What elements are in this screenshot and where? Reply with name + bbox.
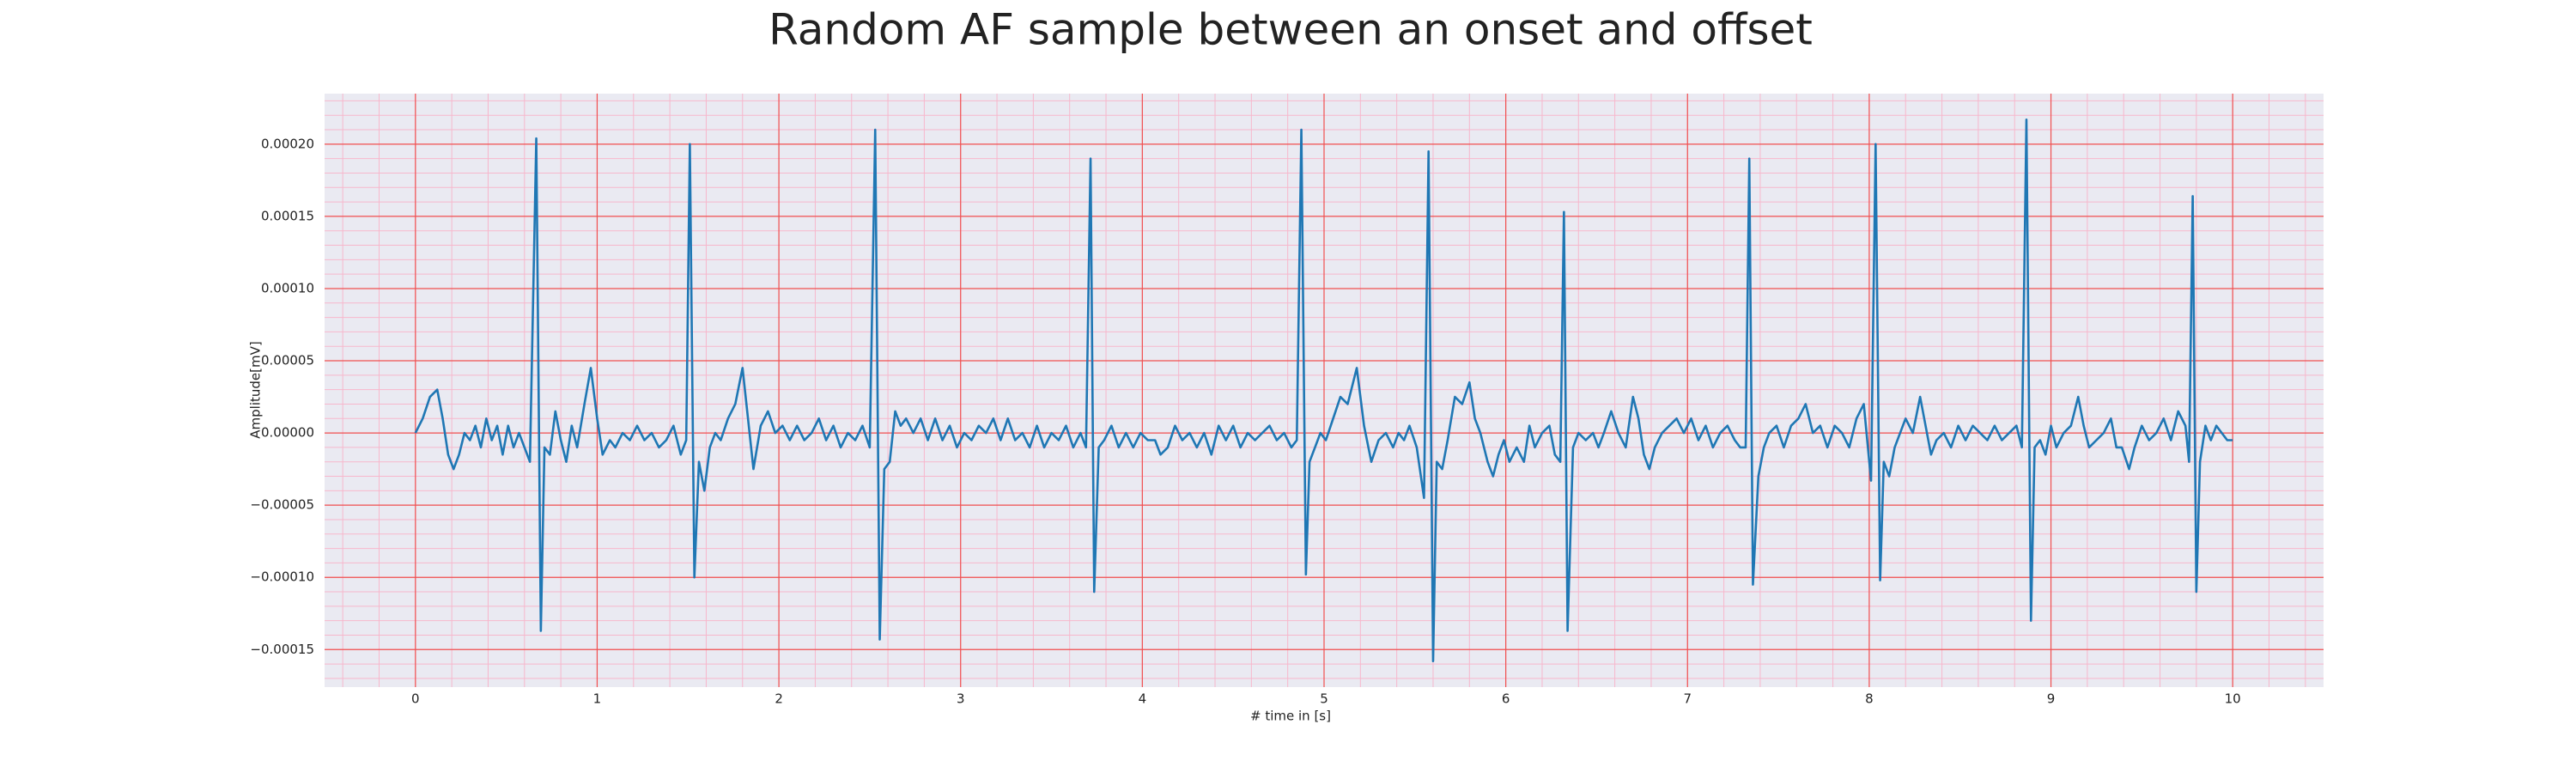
y-tick-label: −0.00015 (250, 642, 314, 657)
x-tick-label: 4 (1139, 691, 1147, 707)
signal-line (414, 118, 2233, 663)
x-tick-label: 2 (775, 691, 783, 707)
x-tick-label: 6 (1502, 691, 1510, 707)
x-tick-label: 0 (411, 691, 420, 707)
y-tick-label: 0.00020 (261, 136, 314, 151)
major-grid (325, 94, 2324, 687)
y-axis-label: Amplitude[mV] (248, 341, 264, 438)
y-tick-label: 0.00010 (261, 280, 314, 295)
x-tick-label: 8 (1865, 691, 1874, 707)
x-tick-label: 1 (593, 691, 602, 707)
y-tick-label: −0.00010 (250, 569, 314, 585)
y-tick-label: −0.00005 (250, 497, 314, 513)
x-axis-label: # time in [s] (1250, 709, 1331, 724)
x-tick-label: 10 (2225, 691, 2241, 707)
x-tick-label: 9 (2047, 691, 2056, 707)
y-tick-label: 0.00015 (261, 208, 314, 223)
y-tick-label: 0.00005 (261, 353, 314, 368)
x-tick-label: 7 (1683, 691, 1692, 707)
x-tick-label: 5 (1320, 691, 1328, 707)
y-tick-label: 0.00000 (261, 425, 314, 441)
x-tick-label: 3 (957, 691, 965, 707)
chart-title: Random AF sample between an onset and of… (769, 5, 1813, 55)
